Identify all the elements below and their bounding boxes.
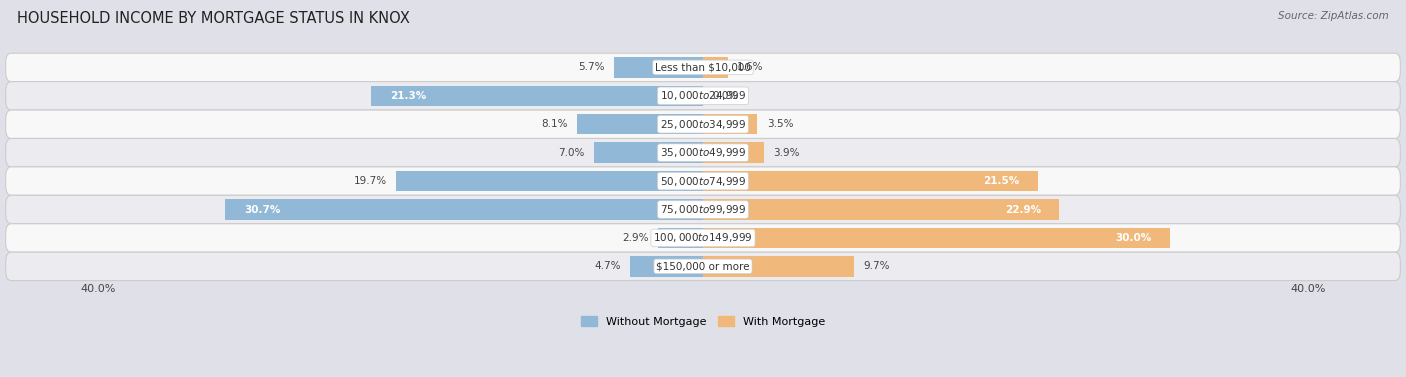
Text: 30.7%: 30.7% xyxy=(243,204,280,215)
FancyBboxPatch shape xyxy=(6,167,1400,195)
Text: 9.7%: 9.7% xyxy=(863,261,890,271)
Text: Source: ZipAtlas.com: Source: ZipAtlas.com xyxy=(1278,11,1389,21)
Bar xyxy=(576,114,703,135)
Text: 21.5%: 21.5% xyxy=(983,176,1019,186)
FancyBboxPatch shape xyxy=(6,252,1400,280)
FancyBboxPatch shape xyxy=(6,81,1400,110)
Text: $25,000 to $34,999: $25,000 to $34,999 xyxy=(659,118,747,131)
Bar xyxy=(614,57,703,78)
FancyBboxPatch shape xyxy=(6,224,1400,252)
Text: 8.1%: 8.1% xyxy=(541,119,568,129)
Bar xyxy=(703,199,1060,220)
Text: 40.0%: 40.0% xyxy=(1291,284,1326,294)
Bar xyxy=(630,256,703,277)
Bar xyxy=(703,256,853,277)
Text: $50,000 to $74,999: $50,000 to $74,999 xyxy=(659,175,747,188)
FancyBboxPatch shape xyxy=(6,138,1400,167)
Bar xyxy=(703,114,758,135)
Text: 40.0%: 40.0% xyxy=(80,284,115,294)
Text: 1.6%: 1.6% xyxy=(737,63,763,72)
FancyBboxPatch shape xyxy=(6,195,1400,224)
Bar xyxy=(595,143,703,163)
Bar xyxy=(703,228,1170,248)
Bar xyxy=(703,57,728,78)
Bar xyxy=(703,171,1038,192)
Bar xyxy=(658,228,703,248)
Text: $35,000 to $49,999: $35,000 to $49,999 xyxy=(659,146,747,159)
FancyBboxPatch shape xyxy=(6,110,1400,138)
Text: $75,000 to $99,999: $75,000 to $99,999 xyxy=(659,203,747,216)
Text: 30.0%: 30.0% xyxy=(1115,233,1152,243)
Text: $150,000 or more: $150,000 or more xyxy=(657,261,749,271)
Text: $10,000 to $24,999: $10,000 to $24,999 xyxy=(659,89,747,102)
Legend: Without Mortgage, With Mortgage: Without Mortgage, With Mortgage xyxy=(576,311,830,331)
Text: 4.7%: 4.7% xyxy=(593,261,620,271)
Text: 3.9%: 3.9% xyxy=(773,148,800,158)
Bar xyxy=(371,86,703,106)
Text: 21.3%: 21.3% xyxy=(389,91,426,101)
Text: 0.0%: 0.0% xyxy=(713,91,738,101)
Text: HOUSEHOLD INCOME BY MORTGAGE STATUS IN KNOX: HOUSEHOLD INCOME BY MORTGAGE STATUS IN K… xyxy=(17,11,409,26)
Text: 22.9%: 22.9% xyxy=(1005,204,1040,215)
Bar xyxy=(396,171,703,192)
Text: 19.7%: 19.7% xyxy=(354,176,387,186)
Text: Less than $10,000: Less than $10,000 xyxy=(655,63,751,72)
Text: 3.5%: 3.5% xyxy=(766,119,793,129)
Text: 5.7%: 5.7% xyxy=(578,63,605,72)
Text: 2.9%: 2.9% xyxy=(621,233,648,243)
Bar xyxy=(225,199,703,220)
FancyBboxPatch shape xyxy=(6,53,1400,81)
Bar xyxy=(703,143,763,163)
Text: $100,000 to $149,999: $100,000 to $149,999 xyxy=(654,231,752,244)
Text: 7.0%: 7.0% xyxy=(558,148,585,158)
